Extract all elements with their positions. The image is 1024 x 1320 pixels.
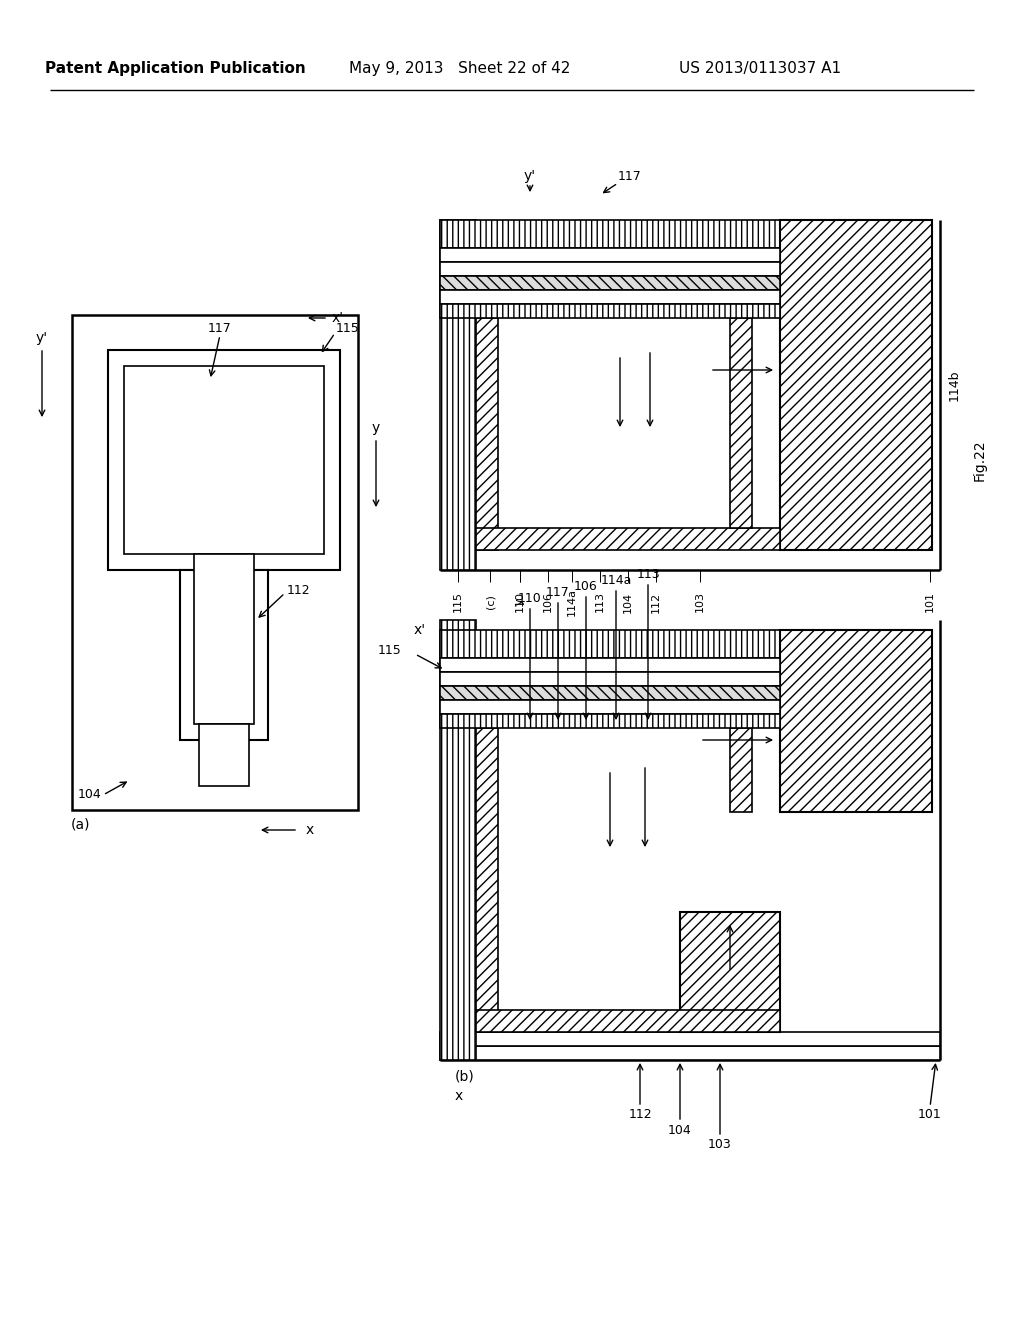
Bar <box>440 248 780 261</box>
Text: (b): (b) <box>455 1069 475 1082</box>
Text: 106: 106 <box>574 579 598 593</box>
Bar <box>440 1032 940 1045</box>
Bar <box>498 729 730 812</box>
Bar <box>440 290 780 304</box>
Bar <box>440 276 780 290</box>
Text: 104: 104 <box>78 788 101 801</box>
Bar <box>440 220 780 248</box>
Text: y': y' <box>524 169 536 183</box>
Text: x: x <box>455 1089 463 1104</box>
Bar <box>194 554 254 723</box>
Text: 114a: 114a <box>567 587 577 616</box>
Text: 114a: 114a <box>600 573 632 586</box>
Bar <box>440 686 780 700</box>
Text: x': x' <box>332 312 344 325</box>
Text: 117: 117 <box>208 322 231 334</box>
Text: (c): (c) <box>485 594 495 610</box>
Text: Patent Application Publication: Patent Application Publication <box>45 61 305 75</box>
Text: 114b: 114b <box>947 370 961 401</box>
Text: 106: 106 <box>543 591 553 612</box>
Text: US 2013/0113037 A1: US 2013/0113037 A1 <box>679 61 841 75</box>
Text: 112: 112 <box>651 591 662 612</box>
Bar <box>730 729 752 812</box>
Bar <box>180 570 268 741</box>
Text: 117: 117 <box>546 586 570 598</box>
Bar <box>108 350 340 570</box>
Text: 112: 112 <box>628 1109 652 1122</box>
Bar <box>440 714 780 729</box>
Text: 112: 112 <box>286 583 310 597</box>
Text: 115: 115 <box>453 591 463 612</box>
Bar <box>476 729 498 1032</box>
Bar <box>440 700 780 714</box>
Bar <box>680 912 780 1032</box>
Bar <box>440 1045 940 1060</box>
Text: Fig.22: Fig.22 <box>973 440 987 480</box>
Bar <box>780 220 932 550</box>
Bar <box>730 318 752 528</box>
Text: y: y <box>372 421 380 436</box>
Text: 101: 101 <box>925 591 935 612</box>
Text: 110: 110 <box>515 591 525 612</box>
Bar <box>199 723 249 785</box>
Text: May 9, 2013   Sheet 22 of 42: May 9, 2013 Sheet 22 of 42 <box>349 61 570 75</box>
Bar <box>440 261 780 276</box>
Bar <box>476 318 498 550</box>
Text: 103: 103 <box>709 1138 732 1151</box>
Bar <box>72 315 358 810</box>
Bar <box>440 220 476 570</box>
Bar <box>440 304 780 318</box>
Bar <box>476 528 780 550</box>
Text: 113: 113 <box>636 568 659 581</box>
Text: 101: 101 <box>919 1109 942 1122</box>
Text: 104: 104 <box>668 1123 692 1137</box>
Text: 110: 110 <box>518 591 542 605</box>
Bar <box>124 366 324 554</box>
Bar <box>476 1010 780 1032</box>
Text: (a): (a) <box>71 818 90 832</box>
Bar <box>498 318 730 408</box>
Bar <box>440 630 780 657</box>
Text: x: x <box>306 822 314 837</box>
Bar <box>440 672 780 686</box>
Text: 117: 117 <box>618 169 642 182</box>
Text: 104: 104 <box>623 591 633 612</box>
Text: 115: 115 <box>336 322 359 334</box>
Text: x': x' <box>414 623 426 638</box>
Text: 113: 113 <box>595 591 605 612</box>
Text: y: y <box>515 599 525 606</box>
Text: 103: 103 <box>695 591 705 612</box>
Bar <box>440 620 476 1060</box>
Bar <box>440 657 780 672</box>
Bar <box>780 630 932 812</box>
Text: y': y' <box>36 331 48 345</box>
Text: 115: 115 <box>378 644 401 656</box>
